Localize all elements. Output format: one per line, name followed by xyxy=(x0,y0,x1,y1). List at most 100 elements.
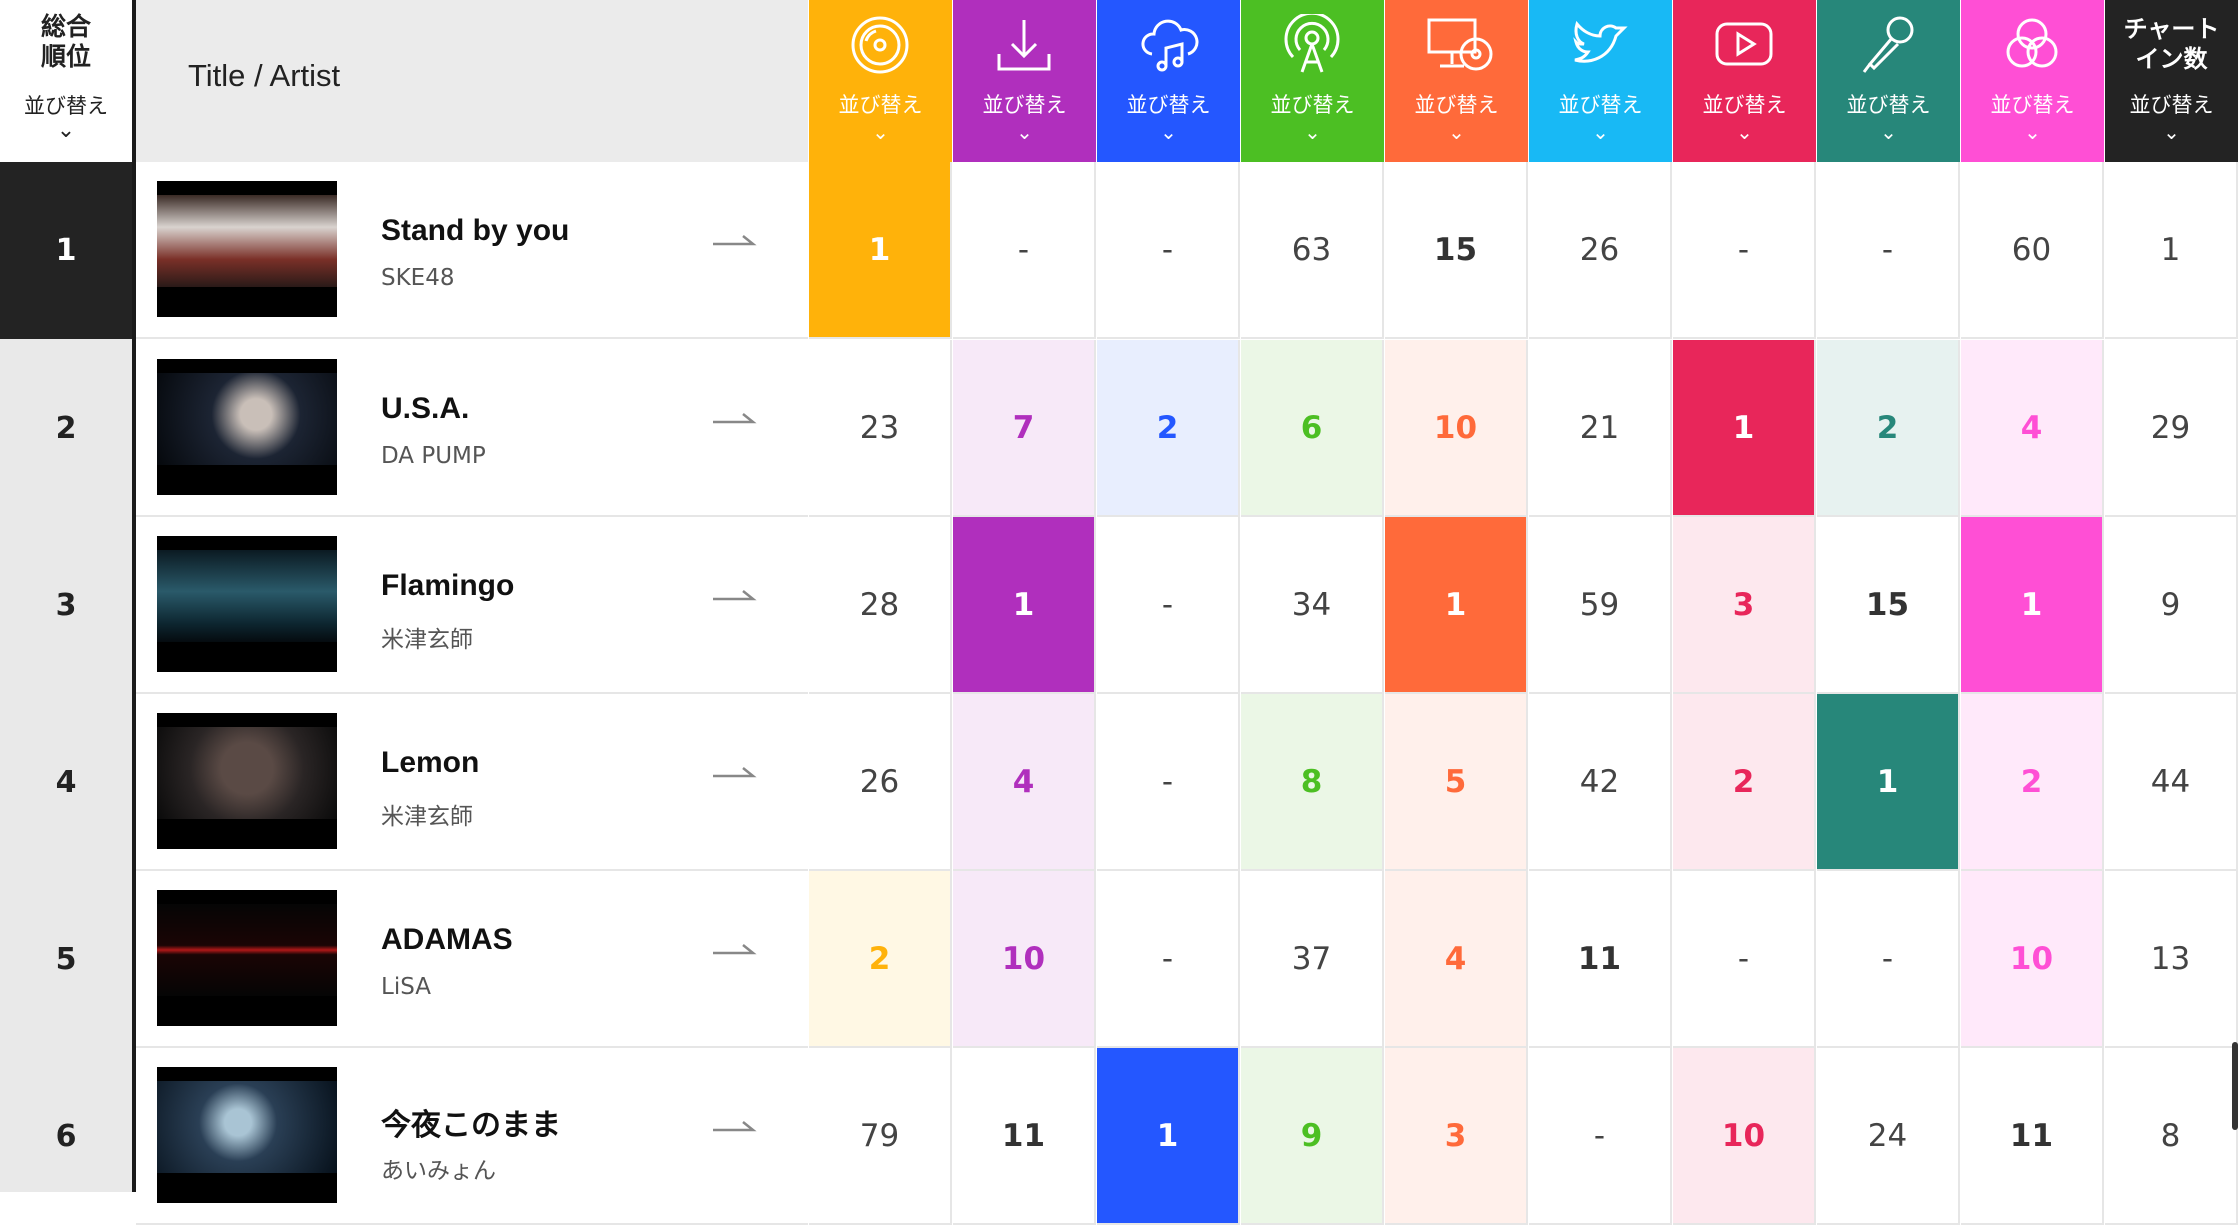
artist-name[interactable]: 米津玄師 xyxy=(381,627,473,653)
rank-cell: 26 xyxy=(809,694,952,871)
song-info[interactable]: Flamingo 米津玄師 xyxy=(136,517,808,694)
trend-arrow-icon xyxy=(713,235,757,246)
rank-cell: 11 xyxy=(953,1048,1096,1225)
sort-label: 並び替え xyxy=(1702,93,1787,117)
rank-cell: 1 xyxy=(809,162,952,339)
artist-name[interactable]: 米津玄師 xyxy=(381,804,473,830)
youtube-play-icon xyxy=(1715,22,1773,66)
rank-cell: 28 xyxy=(809,517,952,694)
song-info[interactable]: Stand by you SKE48 xyxy=(136,162,808,339)
trend-arrow-icon xyxy=(713,1121,757,1132)
sort-video[interactable]: 並び替え ⌄ xyxy=(1673,0,1816,162)
rank-cell: 1 xyxy=(1385,517,1528,694)
chartin-label-line1: チャート xyxy=(2123,15,2220,43)
table-header: 総合 順位 並び替え ⌄ Title / Artist 並び替え ⌄ 並び替え ⌄… xyxy=(0,0,2238,162)
sort-twitter[interactable]: 並び替え ⌄ xyxy=(1529,0,1672,162)
table-row: 4 Lemon 米津玄師 26 4-8 5 42 2 1 2 44 xyxy=(0,694,2238,871)
rank-cell: 2 xyxy=(1817,340,1960,517)
rank-number: 2 xyxy=(55,411,77,446)
sort-chart-in-count[interactable]: チャート イン数 並び替え ⌄ xyxy=(2105,0,2238,162)
artist-name[interactable]: あいみょん xyxy=(381,1158,496,1184)
rank-header-line1: 総合 xyxy=(40,12,91,41)
rank-cell: 5 xyxy=(1385,694,1528,871)
rank-cell: 1 xyxy=(2105,162,2238,339)
sort-label: 並び替え xyxy=(1414,93,1499,117)
rank-header-line2: 順位 xyxy=(40,42,91,71)
rank-number: 3 xyxy=(55,588,77,623)
rank-cell: 11 xyxy=(1961,1048,2104,1225)
song-info[interactable]: U.S.A. DA PUMP xyxy=(136,340,808,517)
rank-cell: - xyxy=(1673,162,1816,339)
rank-cell: 2 xyxy=(1097,340,1240,517)
rank-cell: 10 xyxy=(1961,871,2104,1048)
trend-arrow-icon xyxy=(713,944,757,955)
cloud-music-icon xyxy=(1141,19,1199,72)
video-thumbnail[interactable] xyxy=(157,181,337,317)
chevron-down-icon: ⌄ xyxy=(2163,120,2180,144)
rank-cell: 2 xyxy=(809,871,952,1048)
rank-cell: 23 xyxy=(809,340,952,517)
rank-sort-label: 並び替え xyxy=(24,94,108,118)
chevron-down-icon: ⌄ xyxy=(1880,120,1897,144)
rank-cell: 24 xyxy=(1817,1048,1960,1225)
chevron-down-icon: ⌄ xyxy=(1016,120,1033,144)
table-row: 2 U.S.A. DA PUMP 23 7 2 6 10 21 1 2 4 29 xyxy=(0,340,2238,517)
song-info[interactable]: 今夜このままあいみょん xyxy=(136,1048,808,1225)
sort-streaming[interactable]: 並び替え ⌄ xyxy=(1097,0,1240,162)
artist-name[interactable]: DA PUMP xyxy=(381,443,486,469)
rank-cell: 34 xyxy=(1241,517,1384,694)
sort-label: 並び替え xyxy=(1126,93,1211,117)
rank-cell: 44 xyxy=(2105,694,2238,871)
sort-label: 並び替え xyxy=(1990,93,2075,117)
sort-radio[interactable]: 並び替え ⌄ xyxy=(1241,0,1384,162)
rank-cell: 2 xyxy=(1673,694,1816,871)
sort-download[interactable]: 並び替え ⌄ xyxy=(953,0,1096,162)
rank-cell: - xyxy=(1529,1048,1672,1225)
trend-arrow-icon xyxy=(713,767,757,778)
table-row: 5 ADAMAS LiSA 2 10-37 4 11- -10 13 xyxy=(0,871,2238,1048)
table-row: 1 Stand by you SKE48 1- -63 15 26- -60 1 xyxy=(0,162,2238,339)
song-title[interactable]: ADAMAS xyxy=(381,923,513,956)
rank-number: 6 xyxy=(55,1119,77,1154)
rank-cell: 7 xyxy=(953,340,1096,517)
chevron-down-icon: ⌄ xyxy=(1736,120,1753,144)
rank-cell: 42 xyxy=(1529,694,1672,871)
song-title[interactable]: Stand by you xyxy=(381,214,570,247)
sort-gyao[interactable]: 並び替え ⌄ xyxy=(1961,0,2104,162)
video-thumbnail[interactable] xyxy=(157,359,337,495)
sort-label: 並び替え xyxy=(1270,93,1355,117)
video-thumbnail[interactable] xyxy=(157,536,337,672)
song-title[interactable]: Flamingo xyxy=(381,569,515,602)
sort-label: 並び替え xyxy=(1558,93,1643,117)
song-title[interactable]: U.S.A. xyxy=(381,392,470,425)
scrollbar[interactable] xyxy=(2232,1042,2238,1130)
rank-cell: 3 xyxy=(1673,517,1816,694)
video-thumbnail[interactable] xyxy=(157,713,337,849)
rank-cell: 8 xyxy=(2105,1048,2238,1225)
song-title[interactable]: 今夜このまま xyxy=(381,1109,561,1142)
three-circles-icon xyxy=(2006,18,2058,68)
rank-cell: 29 xyxy=(2105,340,2238,517)
rank-cell: 4 xyxy=(953,694,1096,871)
sort-label: 並び替え xyxy=(982,93,1067,117)
song-info[interactable]: Lemon 米津玄師 xyxy=(136,694,808,871)
rank-cell: 10 xyxy=(1385,340,1528,517)
chevron-down-icon: ⌄ xyxy=(1592,120,1609,144)
rank-cell: 9 xyxy=(2105,517,2238,694)
video-thumbnail[interactable] xyxy=(157,1067,337,1203)
sort-lookup[interactable]: 並び替え ⌄ xyxy=(1385,0,1528,162)
chevron-down-icon: ⌄ xyxy=(2024,120,2041,144)
rank-cell: 10 xyxy=(1673,1048,1816,1225)
sort-karaoke[interactable]: 並び替え ⌄ xyxy=(1817,0,1960,162)
rank-cell: 1 xyxy=(1673,340,1816,517)
overall-rank-header[interactable]: 総合 順位 並び替え ⌄ xyxy=(0,0,132,162)
rank-cell: - xyxy=(1097,694,1240,871)
sort-physical-sales[interactable]: 並び替え ⌄ xyxy=(809,0,952,162)
download-icon xyxy=(997,20,1051,71)
song-title[interactable]: Lemon xyxy=(381,746,480,779)
artist-name[interactable]: SKE48 xyxy=(381,265,455,291)
artist-name[interactable]: LiSA xyxy=(381,974,431,1000)
chevron-down-icon: ⌄ xyxy=(56,118,76,143)
song-info[interactable]: ADAMAS LiSA xyxy=(136,871,808,1048)
video-thumbnail[interactable] xyxy=(157,890,337,1026)
